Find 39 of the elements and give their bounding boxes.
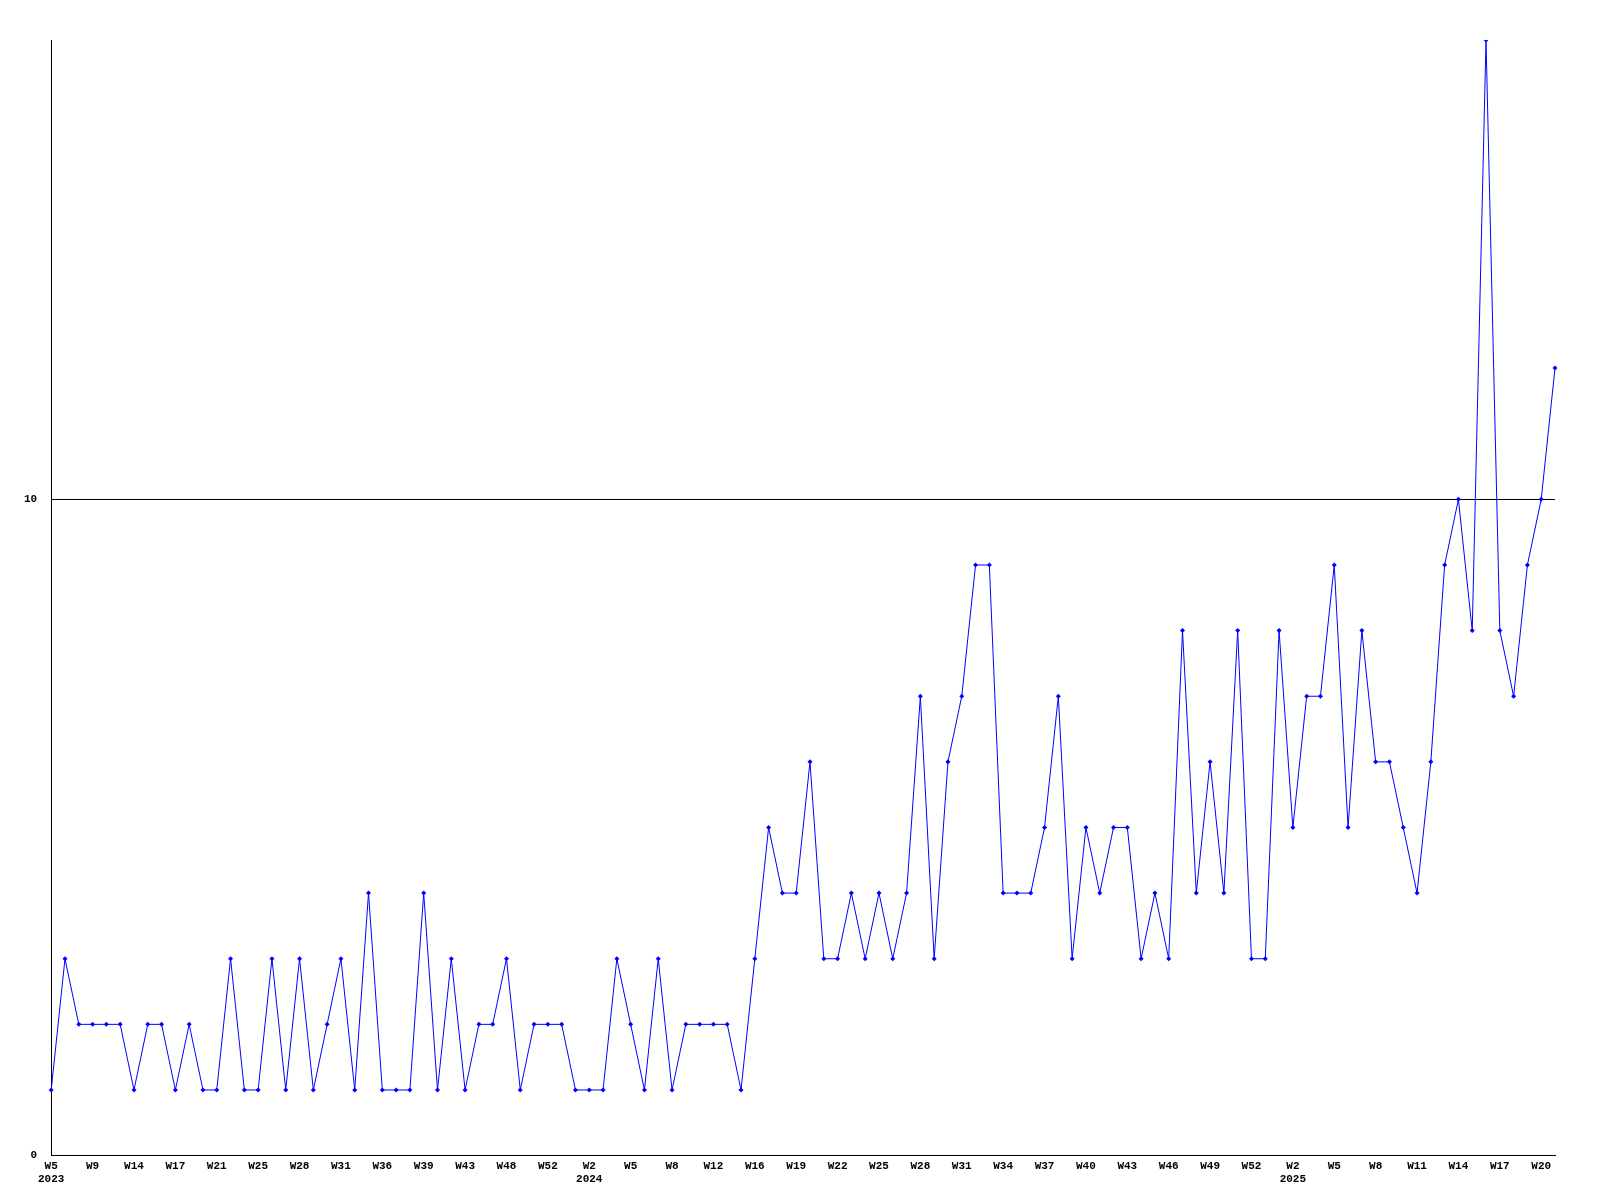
- x-tick-label: W12: [703, 1159, 724, 1172]
- x-tick-label: W5: [1327, 1159, 1342, 1172]
- x-tick-label: W25: [248, 1159, 269, 1172]
- x-tick-label: W28: [910, 1159, 931, 1172]
- y-tick-label: 10: [24, 493, 38, 506]
- x-tick-label: W17: [1489, 1159, 1510, 1172]
- x-tick-label: W21: [206, 1159, 228, 1172]
- x-tick-label: W22: [827, 1159, 848, 1172]
- x-tick-label: W40: [1076, 1159, 1096, 1172]
- x-tick-label: W31: [331, 1159, 352, 1172]
- x-tick-label: W19: [786, 1159, 807, 1172]
- x-tick-label: W28: [289, 1159, 310, 1172]
- x-tick-label: W14: [1448, 1159, 1469, 1172]
- x-tick-label: W37: [1034, 1159, 1055, 1172]
- x-tick-label: W16: [744, 1159, 765, 1172]
- x-tick-label: W2 2025: [1279, 1159, 1307, 1186]
- x-tick-label: W43: [1117, 1159, 1138, 1172]
- x-tick-label: W20: [1531, 1159, 1552, 1172]
- x-tick-label: W48: [496, 1159, 517, 1172]
- x-tick-label: W11: [1407, 1159, 1428, 1172]
- x-tick-label: W8: [665, 1159, 680, 1172]
- x-tick-label: W2 2024: [576, 1159, 603, 1186]
- x-tick-label: W31: [951, 1159, 973, 1172]
- x-tick-label: W25: [869, 1159, 890, 1172]
- x-tick-label: W52: [1241, 1159, 1262, 1172]
- x-tick-label: W43: [455, 1159, 476, 1172]
- x-tick-label: W49: [1200, 1159, 1220, 1172]
- y-tick-label: 0: [30, 1149, 38, 1162]
- x-tick-label: W39: [413, 1159, 434, 1172]
- x-tick-label: W8: [1369, 1159, 1383, 1172]
- x-tick-label: W36: [372, 1159, 393, 1172]
- x-tick-label: W52: [537, 1159, 558, 1172]
- x-tick-label: W46: [1158, 1159, 1179, 1172]
- x-tick-label: W17: [165, 1159, 186, 1172]
- x-tick-label: W5: [624, 1159, 638, 1172]
- x-tick-label: W9: [85, 1159, 100, 1172]
- x-tick-label: W34: [993, 1159, 1014, 1172]
- x-tick-label: W14: [124, 1159, 145, 1172]
- x-tick-label: W5 2023: [38, 1159, 65, 1186]
